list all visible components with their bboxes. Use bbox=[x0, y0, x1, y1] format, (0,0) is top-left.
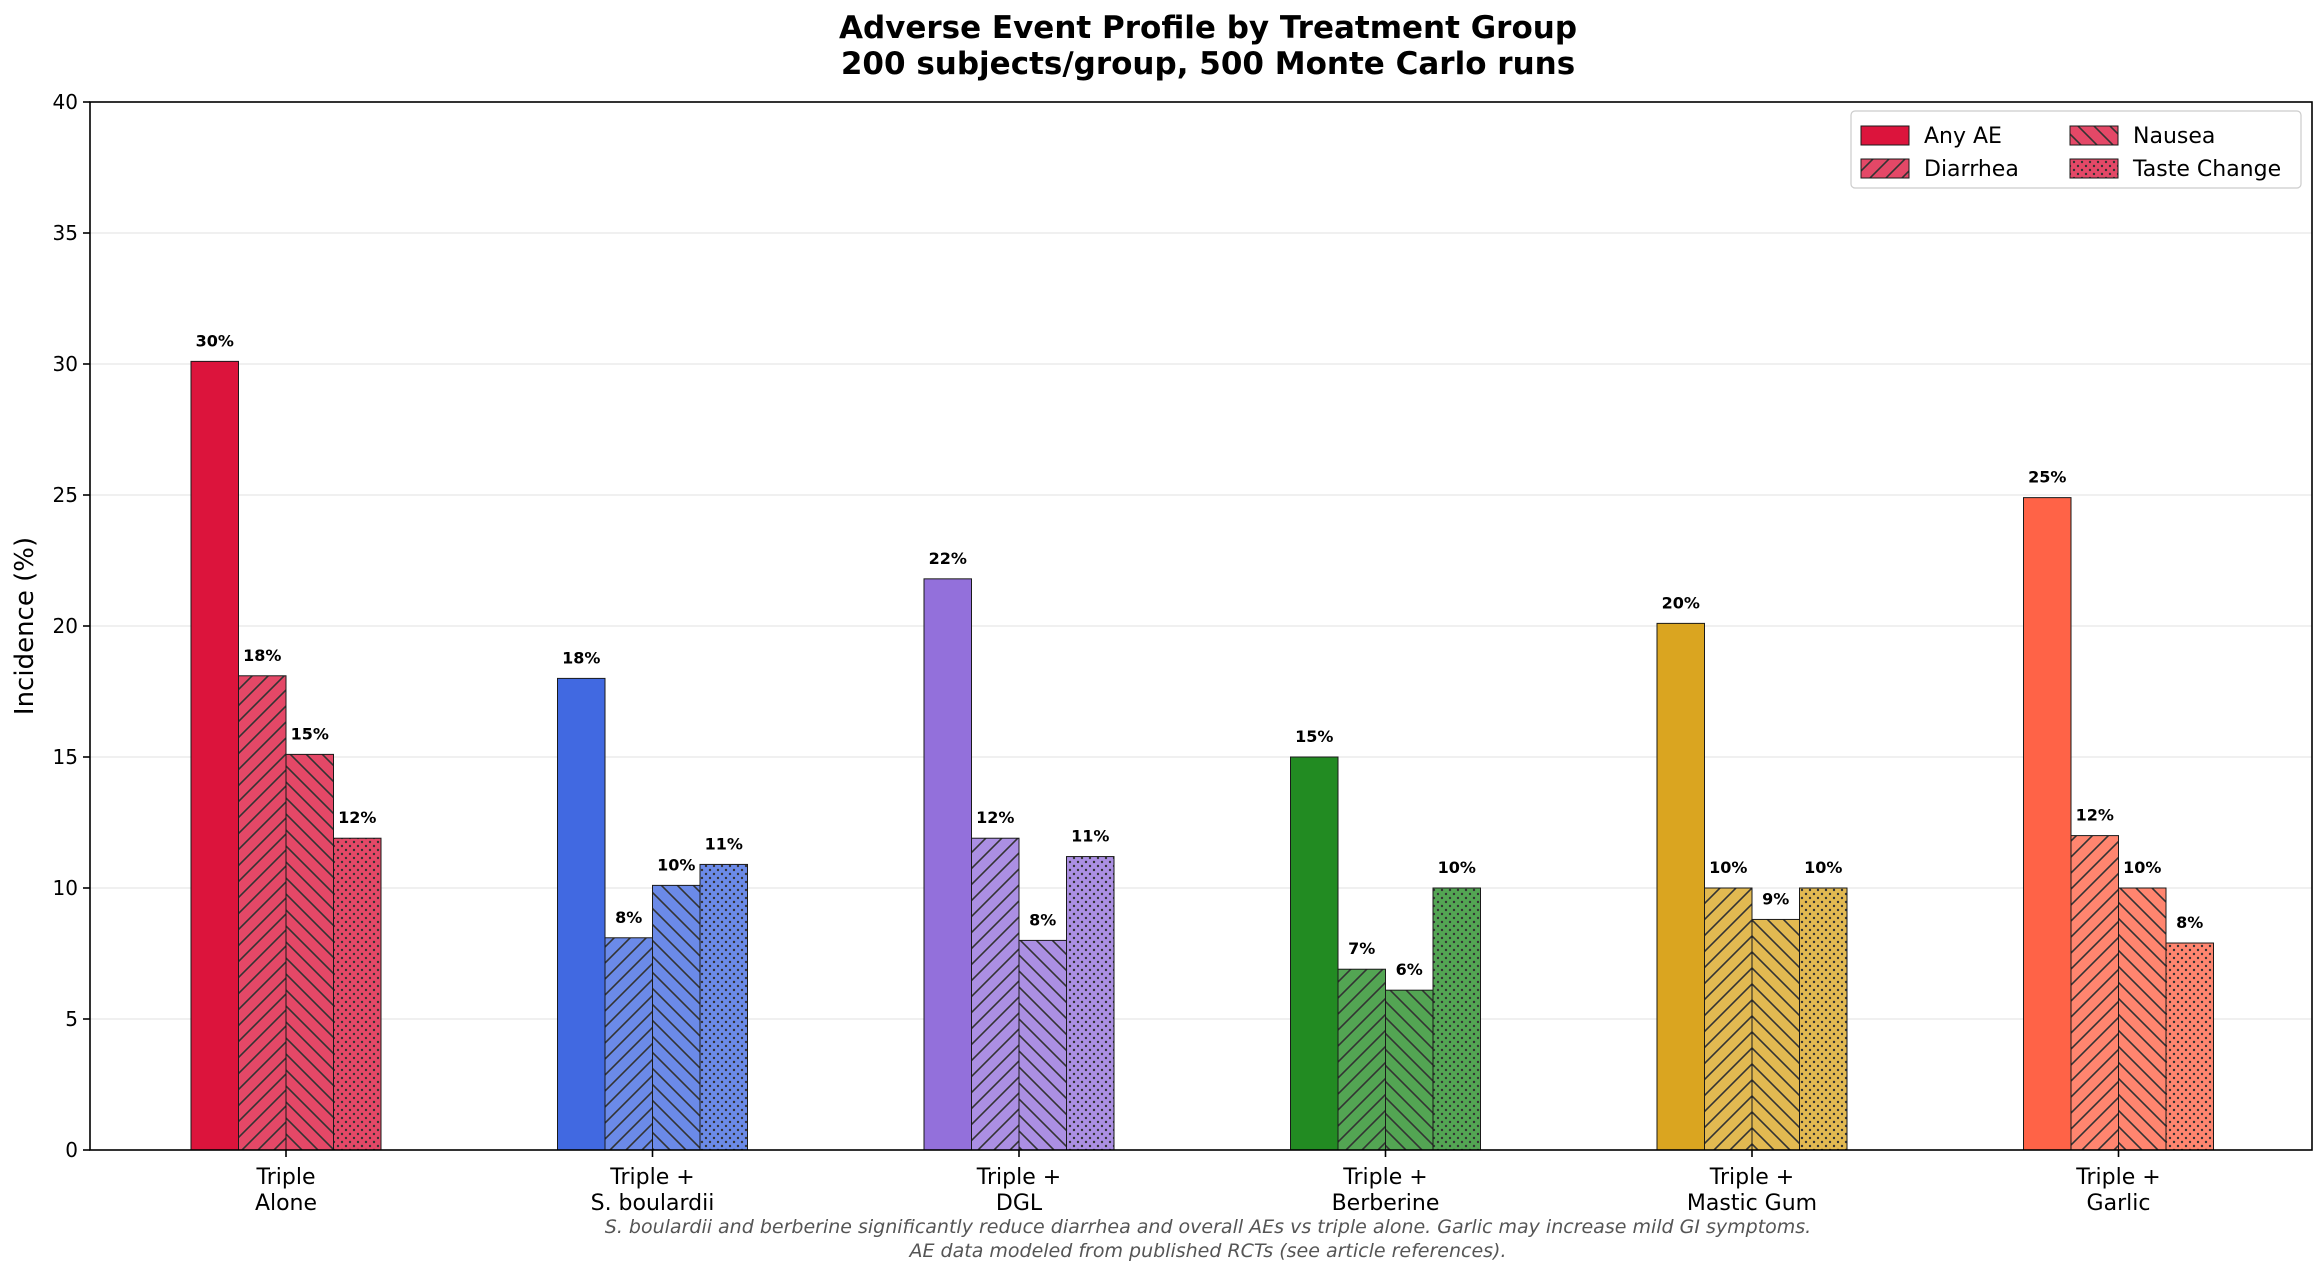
grid-lines bbox=[90, 232, 2312, 1020]
bar-nausea bbox=[652, 884, 701, 1151]
footnote-line-1: S. boulardii and berberine significantly… bbox=[605, 1216, 1811, 1238]
x-tick-label: Garlic bbox=[2087, 1191, 2151, 1216]
chart-title: Adverse Event Profile by Treatment Group bbox=[839, 10, 1577, 46]
y-tick-label: 20 bbox=[53, 614, 78, 638]
bar-any-ae bbox=[1656, 622, 1705, 1151]
x-tick-label: Triple + bbox=[609, 1165, 694, 1190]
bar-diarrhea bbox=[1337, 968, 1386, 1151]
data-label: 6% bbox=[1396, 960, 1423, 979]
bar-nausea bbox=[1751, 918, 1800, 1151]
data-label: 15% bbox=[1295, 727, 1333, 746]
legend-swatch bbox=[2069, 125, 2119, 146]
legend: Any AE Diarrhea Nausea Taste Change bbox=[1850, 110, 2302, 189]
x-tick-label: Triple + bbox=[1709, 1165, 1794, 1190]
bar-diarrhea bbox=[238, 675, 287, 1151]
data-label: 22% bbox=[929, 549, 967, 568]
data-label: 12% bbox=[2076, 806, 2114, 825]
data-label: 25% bbox=[2028, 468, 2066, 487]
data-label: 8% bbox=[1029, 910, 1056, 929]
data-label: 10% bbox=[2123, 858, 2161, 877]
bar-taste-change bbox=[699, 863, 748, 1151]
bar-any-ae bbox=[1290, 756, 1339, 1151]
y-tick-label: 40 bbox=[53, 90, 78, 114]
data-label: 8% bbox=[615, 908, 642, 927]
bar-taste-change bbox=[333, 837, 382, 1151]
bar-taste-change bbox=[1066, 856, 1115, 1151]
x-tick-label: Triple bbox=[256, 1165, 316, 1190]
bar-diarrhea bbox=[604, 937, 653, 1151]
bar-taste-change bbox=[2165, 942, 2214, 1151]
data-label: 30% bbox=[196, 331, 234, 350]
data-label: 10% bbox=[1709, 858, 1747, 877]
bar-nausea bbox=[1385, 989, 1434, 1151]
chart-subtitle: 200 subjects/group, 500 Monte Carlo runs bbox=[841, 46, 1575, 82]
bar-nausea bbox=[285, 753, 334, 1151]
bars-group bbox=[190, 360, 2214, 1151]
data-label: 12% bbox=[338, 808, 376, 827]
x-tick-label: Triple + bbox=[1342, 1165, 1427, 1190]
x-tick-label: Triple + bbox=[976, 1165, 1061, 1190]
data-label: 20% bbox=[1662, 593, 1700, 612]
bar-any-ae bbox=[557, 677, 606, 1151]
data-label: 10% bbox=[1438, 858, 1476, 877]
bar-taste-change bbox=[1432, 887, 1481, 1151]
legend-label: Diarrhea bbox=[1924, 157, 2019, 182]
data-label: 18% bbox=[562, 648, 600, 667]
data-label: 11% bbox=[705, 834, 743, 853]
data-labels-group: 30% 18% 15% 12% 18% 8% 10% 11% 22% 12% 8% 11% 15% 7% 6… bbox=[196, 331, 2204, 979]
data-label: 10% bbox=[657, 855, 695, 874]
bar-any-ae bbox=[923, 578, 972, 1151]
legend-label: Nausea bbox=[2133, 124, 2215, 149]
bar-nausea bbox=[1018, 939, 1067, 1151]
bar-diarrhea bbox=[971, 837, 1020, 1151]
data-label: 15% bbox=[291, 724, 329, 743]
legend-label: Any AE bbox=[1924, 124, 2002, 149]
y-tick-label: 15 bbox=[53, 745, 78, 769]
y-tick-label: 5 bbox=[65, 1007, 78, 1031]
y-tick-label: 35 bbox=[53, 221, 78, 245]
data-label: 18% bbox=[243, 646, 281, 665]
bar-diarrhea bbox=[1704, 887, 1753, 1151]
bar-nausea bbox=[2118, 887, 2167, 1151]
x-tick-label: DGL bbox=[996, 1191, 1043, 1216]
bar-diarrhea bbox=[2070, 835, 2119, 1151]
data-label: 8% bbox=[2176, 913, 2203, 932]
x-tick-label: Alone bbox=[255, 1191, 317, 1216]
legend-swatch bbox=[1860, 158, 1910, 179]
x-tick-label: Triple + bbox=[2075, 1165, 2160, 1190]
legend-swatch bbox=[1860, 125, 1910, 146]
x-tick-label: S. boulardii bbox=[591, 1191, 715, 1216]
x-tick-label: Mastic Gum bbox=[1687, 1191, 1817, 1216]
data-label: 10% bbox=[1804, 858, 1842, 877]
x-tick-label: Berberine bbox=[1332, 1191, 1440, 1216]
data-label: 12% bbox=[976, 808, 1014, 827]
data-label: 11% bbox=[1071, 827, 1109, 846]
y-tick-label: 0 bbox=[65, 1138, 78, 1162]
footnote-line-2: AE data modeled from published RCTs (see… bbox=[908, 1240, 1507, 1262]
bar-any-ae bbox=[190, 360, 239, 1151]
data-label: 7% bbox=[1348, 939, 1375, 958]
bar-taste-change bbox=[1799, 887, 1848, 1151]
legend-swatch bbox=[2069, 158, 2119, 179]
data-label: 9% bbox=[1762, 889, 1789, 908]
bar-any-ae bbox=[2023, 497, 2072, 1151]
legend-frame bbox=[1850, 110, 2302, 189]
y-tick-label: 25 bbox=[53, 483, 78, 507]
y-axis: 0 5 10 15 20 25 30 35 40 bbox=[53, 90, 90, 1162]
legend-label: Taste Change bbox=[2132, 157, 2281, 182]
y-tick-label: 30 bbox=[53, 352, 78, 376]
y-axis-label: Incidence (%) bbox=[10, 537, 40, 715]
y-tick-label: 10 bbox=[53, 876, 78, 900]
